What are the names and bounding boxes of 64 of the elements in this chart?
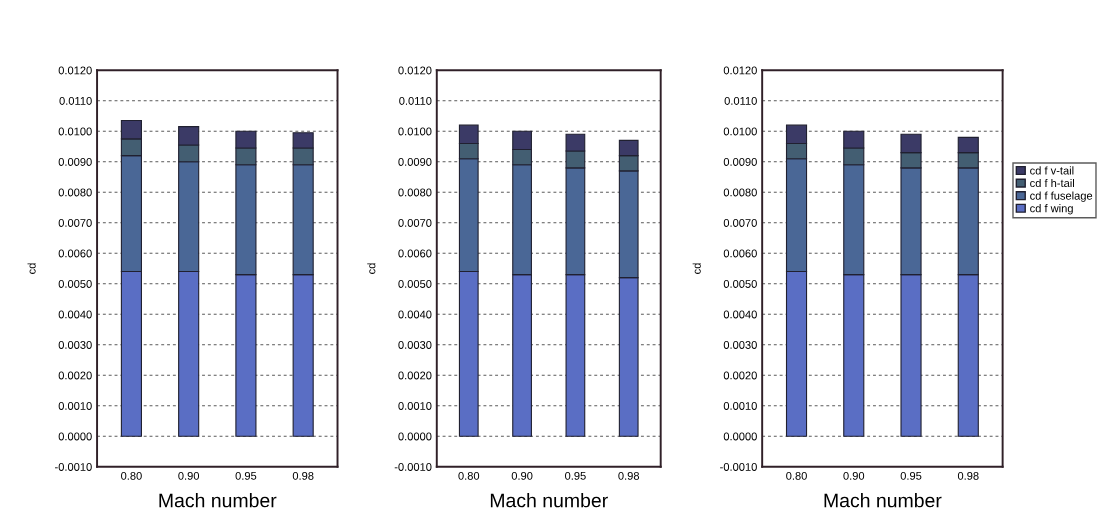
- y-tick-label: 0.0040: [58, 310, 92, 319]
- y-tick-label: 0.0020: [723, 371, 757, 380]
- x-axis-title: Mach number: [159, 493, 277, 508]
- y-axis-title: cd: [367, 263, 376, 274]
- y-tick-label: 0.0030: [723, 341, 757, 349]
- x-axis-title: Mach number: [824, 493, 942, 508]
- y-tick-label: 0.0020: [58, 371, 92, 380]
- x-tick-label: 0.90: [511, 471, 533, 480]
- x-tick-label: 0.98: [957, 471, 979, 480]
- y-tick-label: 0.0110: [724, 97, 757, 105]
- y-tick-label: 0.0100: [723, 127, 757, 136]
- y-tick-label: 0.0070: [58, 219, 92, 227]
- x-tick-label: 0.98: [292, 471, 314, 480]
- y-tick-label: 0.0000: [723, 432, 757, 441]
- y-tick-label: 0.0070: [723, 219, 757, 227]
- y-tick-label: 0.0050: [58, 280, 92, 288]
- y-tick-label: 0.0010: [723, 402, 757, 410]
- y-tick-label: 0.0060: [398, 249, 432, 258]
- y-tick-label: 0.0040: [398, 310, 432, 319]
- y-tick-label: -0.0010: [720, 463, 757, 471]
- x-tick-label: 0.90: [178, 471, 200, 480]
- y-axis-title: cd: [692, 263, 701, 274]
- y-tick-label: 0.0030: [58, 341, 92, 349]
- x-tick-label: 0.95: [565, 471, 586, 480]
- y-tick-label: 0.0080: [723, 188, 757, 197]
- y-tick-label: 0.0120: [723, 66, 757, 75]
- x-axis-title: Mach number: [490, 493, 608, 508]
- y-tick-label: -0.0010: [55, 463, 92, 471]
- y-tick-label: 0.0090: [398, 158, 432, 166]
- y-tick-label: 0.0110: [59, 97, 92, 105]
- x-tick-label: 0.95: [900, 471, 922, 480]
- x-tick-label: 0.80: [458, 471, 480, 480]
- y-tick-label: 0.0080: [58, 188, 92, 197]
- x-tick-label: 0.95: [235, 471, 257, 480]
- y-tick-label: 0.0020: [398, 371, 432, 380]
- legend-label: cd f v-tail: [1030, 166, 1074, 175]
- y-tick-label: 0.0100: [398, 127, 432, 136]
- y-tick-label: 0.0000: [58, 432, 92, 441]
- y-tick-label: 0.0040: [723, 310, 757, 319]
- y-tick-label: 0.0090: [723, 158, 757, 166]
- legend-label: cd f h-tail: [1030, 178, 1074, 188]
- y-tick-label: 0.0100: [58, 127, 92, 136]
- x-tick-label: 0.80: [121, 471, 142, 480]
- y-tick-label: 0.0010: [58, 402, 92, 410]
- y-tick-label: 0.0030: [398, 341, 432, 349]
- x-tick-label: 0.90: [843, 471, 865, 480]
- y-tick-label: -0.0010: [394, 463, 432, 471]
- y-tick-label: 0.0090: [58, 158, 92, 166]
- y-tick-label: 0.0000: [398, 432, 432, 441]
- y-tick-label: 0.0060: [723, 249, 757, 258]
- x-tick-label: 0.80: [786, 471, 807, 480]
- y-tick-label: 0.0080: [398, 188, 432, 197]
- x-tick-label: 0.98: [618, 471, 640, 480]
- y-tick-label: 0.0110: [399, 97, 432, 105]
- y-tick-label: 0.0010: [398, 402, 432, 410]
- y-tick-label: 0.0120: [398, 66, 432, 75]
- y-tick-label: 0.0070: [398, 219, 432, 227]
- y-tick-label: 0.0120: [58, 66, 92, 75]
- y-tick-label: 0.0050: [398, 280, 432, 288]
- y-tick-label: 0.0050: [723, 280, 757, 288]
- legend-label: cd f wing: [1030, 204, 1073, 215]
- legend-label: cd f fuselage: [1030, 191, 1093, 202]
- y-axis-title: cd: [27, 263, 36, 274]
- y-tick-label: 0.0060: [58, 249, 92, 258]
